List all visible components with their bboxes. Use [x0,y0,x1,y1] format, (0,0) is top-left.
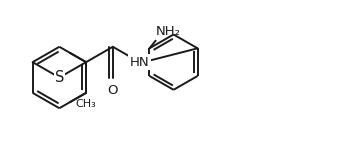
Text: S: S [55,70,64,85]
Text: CH₃: CH₃ [76,99,97,109]
Text: HN: HN [130,56,149,69]
Text: O: O [108,84,118,97]
Text: NH₂: NH₂ [156,24,181,38]
